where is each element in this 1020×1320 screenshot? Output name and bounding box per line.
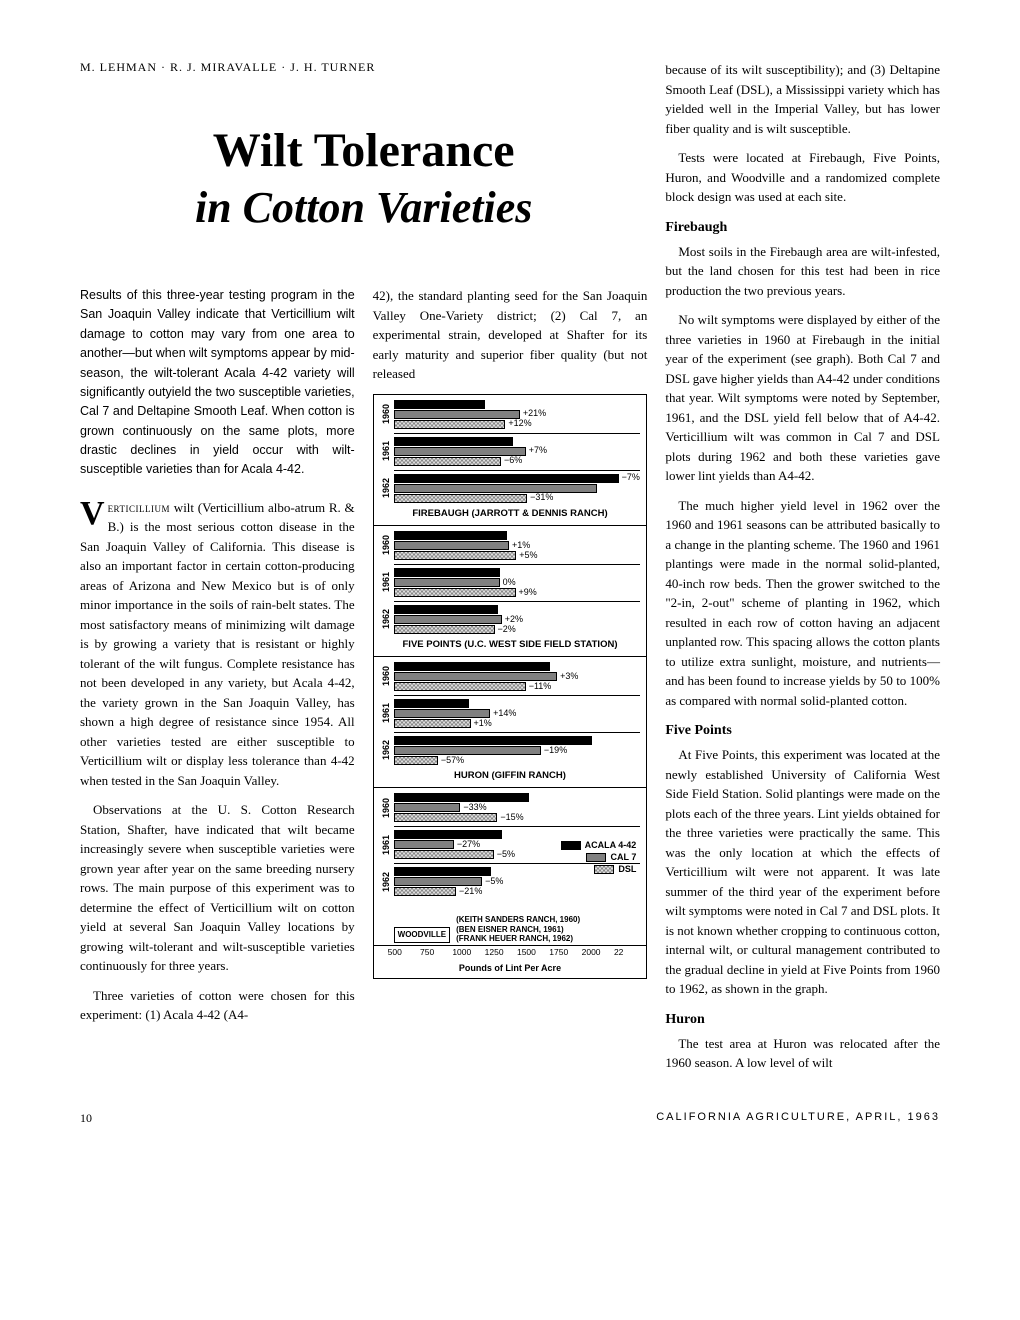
bar-cal7 [394, 746, 541, 755]
bar-pct-label: −57% [441, 754, 464, 768]
year-label: 1960 [380, 404, 394, 424]
column-1: Results of this three-year testing progr… [80, 286, 355, 1035]
year-label: 1961 [380, 703, 394, 723]
bar-acala [394, 605, 498, 614]
bar-pct-label: +9% [519, 586, 537, 600]
bar-pct-label: −15% [500, 811, 523, 825]
bar-pct-label: −21% [459, 885, 482, 899]
year-label: 1960 [380, 666, 394, 686]
panel-title: FIVE POINTS (U.C. WEST SIDE FIELD STATIO… [380, 638, 641, 652]
c3-p3: Most soils in the Firebaugh area are wil… [665, 242, 940, 301]
body-p2: Observations at the U. S. Cotton Researc… [80, 800, 355, 976]
x-axis-label: Pounds of Lint Per Acre [374, 959, 647, 979]
legend-label: ACALA 4-42 [585, 840, 637, 850]
bar-dsl [394, 719, 471, 728]
journal-footer: CALIFORNIA AGRICULTURE, APRIL, 1963 [656, 1111, 940, 1126]
c3-p7: The test area at Huron was relocated aft… [665, 1034, 940, 1073]
bar-acala [394, 400, 485, 409]
legend-label: CAL 7 [610, 852, 636, 862]
chart: 1960+21%+12%1961+7%−6%1962−7%−31%FIREBAU… [373, 394, 648, 980]
c3-p6: At Five Points, this experiment was loca… [665, 745, 940, 999]
woodville-label: WOODVILLE [394, 927, 450, 943]
c3-p5: The much higher yield level in 1962 over… [665, 496, 940, 711]
bar-pct-label: −6% [504, 454, 522, 468]
bar-cal7 [394, 541, 509, 550]
bar-acala [394, 531, 507, 540]
bar-dsl [394, 887, 456, 896]
page-number: 10 [80, 1111, 92, 1126]
bar-cal7 [394, 484, 597, 493]
bar-cal7 [394, 410, 520, 419]
bar-cal7 [394, 578, 500, 587]
title-block: Wilt Tolerance in Cotton Varieties [80, 123, 647, 233]
lead-summary: Results of this three-year testing progr… [80, 286, 355, 480]
bar-pct-label: +1% [474, 717, 492, 731]
year-label: 1961 [380, 441, 394, 461]
bar-acala [394, 474, 619, 483]
subhead-fivepoints: Five Points [665, 720, 940, 741]
bar-dsl [394, 494, 527, 503]
column-2: 42), the standard planting seed for the … [373, 286, 648, 1035]
panel-title: FIREBAUGH (JARROTT & DENNIS RANCH) [380, 507, 641, 521]
bar-dsl [394, 625, 495, 634]
page-footer: 10 CALIFORNIA AGRICULTURE, APRIL, 1963 [80, 1111, 940, 1126]
firstword: erticillium [108, 500, 170, 515]
year-label: 1960 [380, 535, 394, 555]
year-label: 1962 [380, 740, 394, 760]
bar-dsl [394, 682, 526, 691]
title-line1: Wilt Tolerance [80, 123, 647, 178]
title-line2: in Cotton Varieties [80, 182, 647, 233]
bar-acala [394, 699, 469, 708]
year-label: 1962 [380, 609, 394, 629]
bar-pct-label: −11% [529, 680, 552, 694]
year-label: 1961 [380, 572, 394, 592]
column-3: because of its wilt susceptibility); and… [665, 60, 940, 1083]
subhead-firebaugh: Firebaugh [665, 217, 940, 238]
bar-pct-label: −2% [498, 623, 516, 637]
bar-dsl [394, 756, 438, 765]
col2-p1: 42), the standard planting seed for the … [373, 286, 648, 384]
year-label: 1960 [380, 798, 394, 818]
authors: M. LEHMAN · R. J. MIRAVALLE · J. H. TURN… [80, 60, 647, 75]
subhead-huron: Huron [665, 1009, 940, 1030]
p1-rest: wilt (Verticillium albo-atrum R. & B.) i… [80, 500, 355, 788]
bar-cal7 [394, 615, 502, 624]
bar-acala [394, 830, 503, 839]
bar-acala [394, 662, 551, 671]
year-label: 1962 [380, 478, 394, 498]
c3-p2: Tests were located at Firebaugh, Five Po… [665, 148, 940, 207]
bar-cal7 [394, 803, 461, 812]
bar-dsl [394, 813, 498, 822]
dropcap-v: V [80, 498, 108, 529]
bar-acala [394, 793, 529, 802]
bar-dsl [394, 551, 517, 560]
body-p1: Verticillium wilt (Verticillium albo-atr… [80, 498, 355, 791]
bar-dsl [394, 588, 516, 597]
bar-dsl [394, 457, 501, 466]
bar-pct-label: +12% [508, 417, 531, 431]
bar-acala [394, 437, 513, 446]
legend-label: DSL [618, 864, 636, 874]
panel-title: HURON (GIFFIN RANCH) [380, 769, 641, 783]
body-p3: Three varieties of cotton were chosen fo… [80, 986, 355, 1025]
bar-pct-label: −31% [530, 491, 553, 505]
c3-p4: No wilt symptoms were displayed by eithe… [665, 310, 940, 486]
bar-pct-label: +5% [519, 549, 537, 563]
bar-dsl [394, 420, 506, 429]
c3-p1: because of its wilt susceptibility); and… [665, 60, 940, 138]
woodville-sources: (KEITH SANDERS RANCH, 1960) (BEN EISNER … [456, 915, 580, 943]
bar-acala [394, 568, 500, 577]
